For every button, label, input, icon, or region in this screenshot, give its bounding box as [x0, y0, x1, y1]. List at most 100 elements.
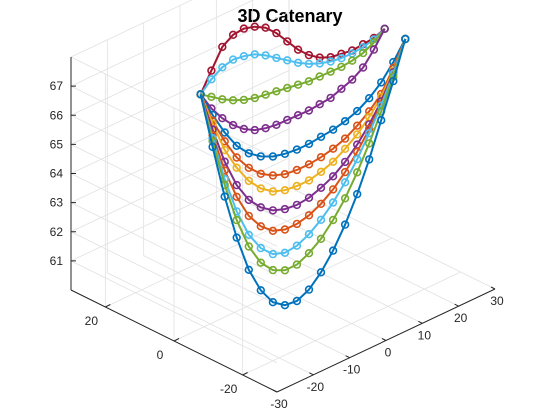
data-point: [293, 110, 303, 120]
data-point: [340, 134, 350, 143]
data-point: [304, 230, 314, 239]
data-point: [207, 92, 216, 102]
data-point: [340, 157, 350, 167]
data-point: [304, 59, 314, 69]
data-point: [304, 77, 314, 86]
data-point: [328, 157, 338, 167]
x-tick: [454, 303, 459, 307]
data-point: [244, 176, 254, 186]
data-point: [250, 93, 260, 103]
data-point: [283, 56, 292, 65]
data-point: [280, 248, 290, 258]
data-point: [256, 286, 265, 295]
z-tick-label: 66: [50, 108, 64, 122]
data-point: [232, 192, 241, 202]
data-point: [256, 203, 265, 212]
data-point: [244, 265, 254, 274]
series-lines: [196, 22, 410, 310]
x-tick-label: -20: [307, 380, 325, 394]
y-tick-label: -20: [220, 382, 238, 396]
data-point: [315, 53, 324, 62]
data-point: [328, 198, 338, 207]
data-point: [220, 192, 229, 201]
data-point: [348, 75, 357, 84]
data-point: [272, 87, 281, 96]
data-point: [239, 124, 249, 134]
series-line: [199, 38, 407, 307]
series-line: [199, 38, 407, 272]
x-tick: [345, 355, 350, 359]
data-point: [218, 63, 227, 72]
data-point: [353, 106, 362, 116]
data-point: [272, 120, 281, 130]
y-tick: [242, 372, 248, 376]
data-point: [268, 265, 278, 275]
series-9: [196, 34, 410, 236]
data-point: [293, 80, 303, 89]
data-point: [369, 45, 379, 54]
data-point: [256, 169, 265, 179]
data-point: [256, 184, 265, 193]
data-point: [340, 178, 350, 187]
x-tick: [272, 389, 278, 393]
data-point: [244, 163, 254, 173]
data-point: [304, 211, 314, 220]
data-point: [315, 59, 324, 68]
data-point: [283, 37, 292, 46]
data-point: [328, 125, 338, 134]
data-point: [292, 241, 302, 250]
data-point: [365, 139, 374, 148]
data-point: [239, 24, 249, 33]
data-point: [218, 42, 227, 52]
data-point: [268, 152, 278, 161]
data-point: [340, 167, 350, 177]
data-point: [256, 243, 265, 253]
data-point: [244, 195, 254, 205]
data-point: [337, 84, 346, 94]
data-point: [304, 50, 314, 60]
y-tick-label: 20: [85, 314, 99, 328]
data-point: [304, 160, 314, 169]
data-point: [256, 258, 265, 267]
data-point: [283, 115, 292, 125]
data-point: [292, 296, 302, 306]
data-point: [353, 155, 362, 164]
series-line: [199, 28, 386, 95]
x-tick-label: 30: [490, 294, 504, 308]
y-tick: [105, 304, 111, 308]
data-point: [304, 106, 314, 115]
data-point: [304, 193, 314, 203]
data-point: [272, 53, 281, 63]
data-point: [280, 301, 290, 310]
data-point: [256, 152, 265, 161]
data-point: [268, 226, 278, 236]
data-point: [358, 42, 368, 52]
data-point: [353, 189, 362, 199]
data-point: [326, 57, 335, 66]
x-tick: [418, 320, 423, 324]
data-point: [337, 62, 346, 72]
series-line: [199, 38, 407, 232]
data-point: [261, 123, 270, 133]
gridline-y: [105, 203, 324, 308]
x-tick-label: 10: [418, 328, 432, 342]
series-12: [196, 34, 410, 310]
data-point: [328, 185, 338, 194]
data-point: [353, 168, 362, 177]
data-point: [315, 99, 324, 109]
data-point: [328, 246, 338, 255]
data-point: [316, 132, 326, 142]
data-point: [292, 219, 302, 229]
data-point: [304, 249, 314, 258]
data-point: [228, 120, 238, 130]
data-point: [272, 28, 281, 38]
data-point: [292, 145, 302, 154]
z-tick-label: 63: [50, 196, 64, 210]
data-point: [304, 176, 314, 185]
data-point: [239, 95, 249, 105]
data-point: [304, 139, 314, 149]
series-line: [199, 28, 386, 132]
data-point: [340, 116, 350, 126]
z-tick-label: 65: [50, 137, 64, 151]
